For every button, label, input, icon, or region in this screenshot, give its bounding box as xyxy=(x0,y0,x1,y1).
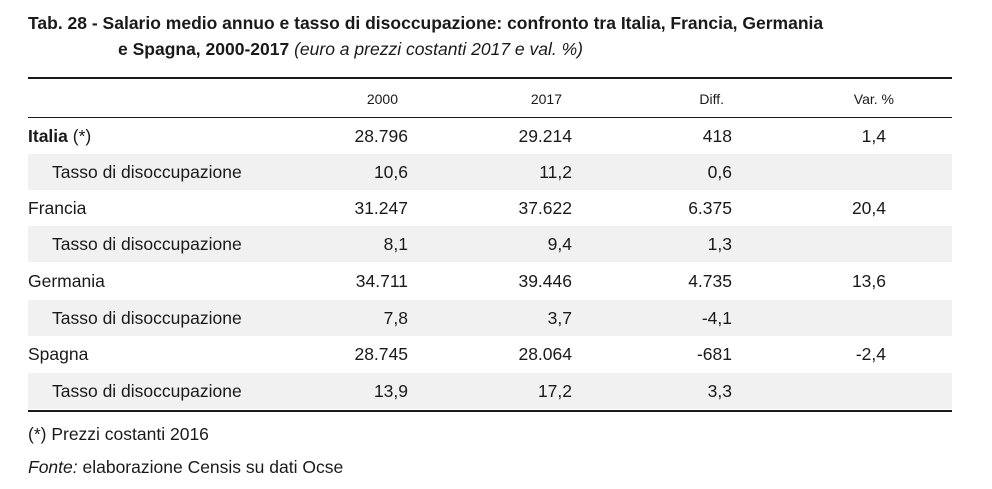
cell-diff: 6.375 xyxy=(688,198,732,218)
row-label: Tasso di disoccupazione xyxy=(52,308,242,328)
cell-var: 1,4 xyxy=(861,126,886,146)
table-row-italia-tasso: Tasso di disoccupazione 10,6 11,2 0,6 xyxy=(28,154,952,190)
source-text: elaborazione Censis su dati Ocse xyxy=(77,457,344,477)
table-header-row: 2000 2017 Diff. Var. % xyxy=(28,88,952,110)
cell-2000: 31.247 xyxy=(354,198,408,218)
table-bottom-rule xyxy=(28,410,952,412)
cell-2017: 39.446 xyxy=(518,271,572,291)
table-row-italia: Italia (*) 28.796 29.214 418 1,4 xyxy=(28,118,952,154)
row-label: Francia xyxy=(28,198,87,218)
cell-diff: 0,6 xyxy=(707,162,732,182)
title-line-2: e Spagna, 2000-2017 (euro a prezzi costa… xyxy=(28,36,968,62)
country-name-suffix: (*) xyxy=(67,126,92,146)
table-header-rule xyxy=(28,117,952,118)
row-label: Tasso di disoccupazione xyxy=(52,381,242,401)
cell-var: -2,4 xyxy=(855,344,886,364)
row-label: Germania xyxy=(28,271,105,291)
cell-2017: 17,2 xyxy=(537,381,572,401)
header-diff: Diff. xyxy=(699,91,724,107)
cell-var: 13,6 xyxy=(851,271,886,291)
row-label: Tasso di disoccupazione xyxy=(52,162,242,182)
cell-2017: 9,4 xyxy=(547,234,572,254)
cell-2017: 28.064 xyxy=(518,344,572,364)
cell-2000: 28.745 xyxy=(354,344,408,364)
cell-2000: 8,1 xyxy=(383,234,408,254)
header-2017: 2017 xyxy=(530,91,562,107)
cell-diff: -681 xyxy=(696,344,732,364)
title-subtitle: (euro a prezzi costanti 2017 e val. %) xyxy=(294,39,583,59)
cell-2017: 3,7 xyxy=(547,308,572,328)
table-top-rule xyxy=(28,77,952,79)
table-row-francia: Francia 31.247 37.622 6.375 20,4 xyxy=(28,190,952,226)
cell-diff: -4,1 xyxy=(701,308,732,328)
cell-2000: 34.711 xyxy=(355,271,408,291)
cell-diff: 3,3 xyxy=(707,381,732,401)
row-label: Spagna xyxy=(28,344,89,364)
table-row-francia-tasso: Tasso di disoccupazione 8,1 9,4 1,3 xyxy=(28,226,952,262)
source-label: Fonte: xyxy=(28,457,78,477)
country-name: Italia xyxy=(28,126,68,146)
table-row-germania-tasso: Tasso di disoccupazione 7,8 3,7 -4,1 xyxy=(28,300,952,336)
cell-2000: 28.796 xyxy=(354,126,408,146)
cell-2000: 7,8 xyxy=(383,308,408,328)
cell-2017: 29.214 xyxy=(518,126,572,146)
header-var: Var. % xyxy=(853,91,894,107)
cell-diff: 418 xyxy=(702,126,732,146)
cell-var: 20,4 xyxy=(851,198,886,218)
cell-diff: 4.735 xyxy=(688,271,732,291)
table-row-germania: Germania 34.711 39.446 4.735 13,6 xyxy=(28,263,952,299)
footnote: (*) Prezzi costanti 2016 xyxy=(28,424,209,444)
cell-2000: 13,9 xyxy=(373,381,408,401)
row-label: Italia (*) xyxy=(28,118,91,154)
source-note: Fonte: elaborazione Censis su dati Ocse xyxy=(28,457,343,478)
table-title: Tab. 28 - Salario medio annuo e tasso di… xyxy=(28,10,968,62)
cell-2017: 37.622 xyxy=(518,198,572,218)
cell-diff: 1,3 xyxy=(707,234,732,254)
title-line-2-text: e Spagna, 2000-2017 xyxy=(118,39,290,59)
header-2000: 2000 xyxy=(366,91,398,107)
cell-2017: 11,2 xyxy=(539,162,572,182)
table-row-spagna: Spagna 28.745 28.064 -681 -2,4 xyxy=(28,336,952,372)
table-row-spagna-tasso: Tasso di disoccupazione 13,9 17,2 3,3 xyxy=(28,373,952,409)
row-label: Tasso di disoccupazione xyxy=(52,234,242,254)
cell-2000: 10,6 xyxy=(373,162,408,182)
title-line-1: Tab. 28 - Salario medio annuo e tasso di… xyxy=(28,13,824,33)
